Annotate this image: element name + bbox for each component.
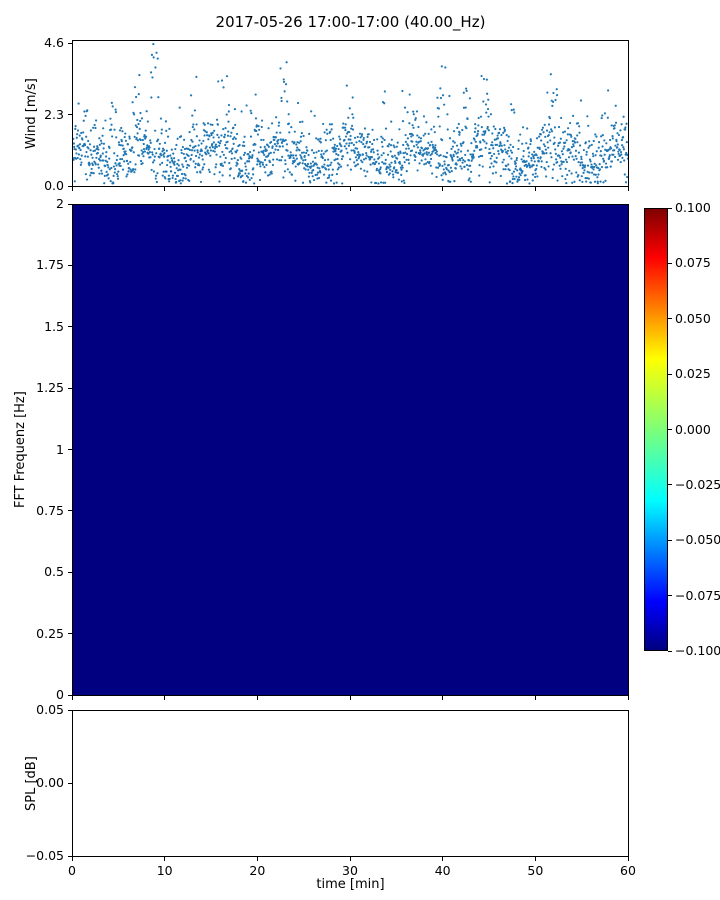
colorbar-tick-mark — [668, 262, 672, 264]
colorbar-tick-mark — [668, 318, 672, 320]
colorbar-tick-mark — [668, 595, 672, 597]
spectrogram-ytick-label: 1 — [56, 441, 64, 457]
x-tick-label: 10 — [156, 863, 173, 878]
x-tick-mark — [349, 857, 351, 861]
colorbar-tick-label: −0.075 — [675, 587, 720, 603]
spectrogram-ytick-label: 0.5 — [44, 564, 64, 580]
spl-ytick-mark — [68, 782, 72, 784]
colorbar — [644, 208, 668, 651]
x-tick-mark — [71, 187, 73, 191]
x-tick-mark — [164, 857, 166, 861]
x-tick-mark — [442, 857, 444, 861]
spl-axes — [72, 710, 629, 857]
x-tick-label: 30 — [342, 863, 358, 878]
colorbar-tick-label: 0.025 — [675, 366, 711, 382]
colorbar-tick-label: −0.100 — [675, 643, 720, 658]
spectrogram-ytick-mark — [68, 571, 72, 573]
colorbar-tick-label: 0.100 — [675, 200, 711, 215]
spectrogram-ytick-mark — [68, 203, 72, 205]
colorbar-tick-label: −0.025 — [675, 476, 720, 492]
spectrogram-ytick-label: 0.75 — [36, 502, 64, 518]
spectrogram-ytick-label: 1.5 — [44, 318, 64, 334]
x-tick-mark — [534, 696, 536, 700]
colorbar-tick-label: 0.050 — [675, 310, 711, 326]
x-tick-label: 50 — [527, 863, 544, 878]
x-tick-label: 40 — [434, 863, 451, 878]
wind-ytick-label: 2.3 — [44, 106, 64, 122]
spectrogram-ytick-mark — [68, 387, 72, 389]
spl-ytick-mark — [68, 855, 72, 857]
spectrogram-ytick-mark — [68, 449, 72, 450]
figure-title: 2017-05-26 17:00-17:00 (40.00_Hz) — [215, 13, 486, 31]
spectrogram-ytick-mark — [68, 633, 72, 635]
colorbar-tick-mark — [668, 539, 672, 541]
colorbar-tick-label: 0.075 — [675, 255, 711, 271]
x-axis-label: time [min] — [316, 877, 385, 892]
spectrogram-ytick-label: 2 — [56, 196, 64, 211]
spl-ytick-label: 0.00 — [36, 775, 64, 790]
spectrogram-ytick-mark — [68, 510, 72, 512]
x-tick-mark — [71, 696, 73, 700]
x-tick-mark — [627, 696, 629, 700]
colorbar-tick-mark — [668, 429, 672, 430]
wind-scatter-points — [73, 42, 628, 185]
x-tick-label: 20 — [249, 863, 266, 878]
x-tick-mark — [349, 696, 351, 700]
x-tick-label: 60 — [620, 863, 636, 878]
colorbar-tick-mark — [668, 373, 672, 375]
x-tick-mark — [627, 187, 629, 191]
x-tick-mark — [442, 187, 444, 191]
colorbar-tick-mark — [668, 484, 672, 486]
colorbar-tick-label: 0.000 — [675, 421, 711, 437]
x-tick-mark — [534, 187, 536, 191]
spectrogram-axes — [72, 204, 629, 696]
colorbar-tick-mark — [668, 207, 672, 209]
x-tick-mark — [627, 857, 629, 861]
x-tick-mark — [256, 696, 258, 700]
spectrogram-ytick-label: 0.25 — [36, 625, 64, 641]
wind-ytick-mark — [68, 114, 72, 116]
wind-ytick-mark — [68, 185, 72, 187]
spectrogram-ytick-mark — [68, 264, 72, 266]
wind-ytick-mark — [68, 42, 72, 44]
wind-ytick-label: 0.0 — [44, 178, 64, 193]
x-tick-mark — [349, 187, 351, 191]
wind-scatter-axes — [72, 40, 629, 187]
spl-ytick-label: −0.05 — [25, 848, 64, 863]
spectrogram-ytick-label: 1.25 — [36, 380, 64, 396]
x-tick-mark — [256, 857, 258, 861]
wind-ytick-label: 4.6 — [44, 35, 64, 51]
x-tick-label: 0 — [68, 863, 76, 878]
colorbar-tick-mark — [668, 650, 672, 652]
spectrogram-ytick-label: 0 — [56, 687, 64, 702]
spectrogram-ytick-mark — [68, 326, 72, 328]
x-tick-mark — [256, 187, 258, 191]
x-tick-mark — [164, 187, 166, 191]
x-tick-mark — [534, 857, 536, 861]
x-tick-mark — [442, 696, 444, 700]
spectrogram-ytick-mark — [68, 694, 72, 696]
spl-ytick-label: 0.05 — [36, 702, 64, 717]
spl-ytick-mark — [68, 709, 72, 711]
colorbar-tick-label: −0.050 — [675, 532, 720, 548]
x-tick-mark — [164, 696, 166, 700]
x-tick-mark — [71, 857, 73, 861]
spectrogram-ytick-label: 1.75 — [36, 257, 64, 273]
